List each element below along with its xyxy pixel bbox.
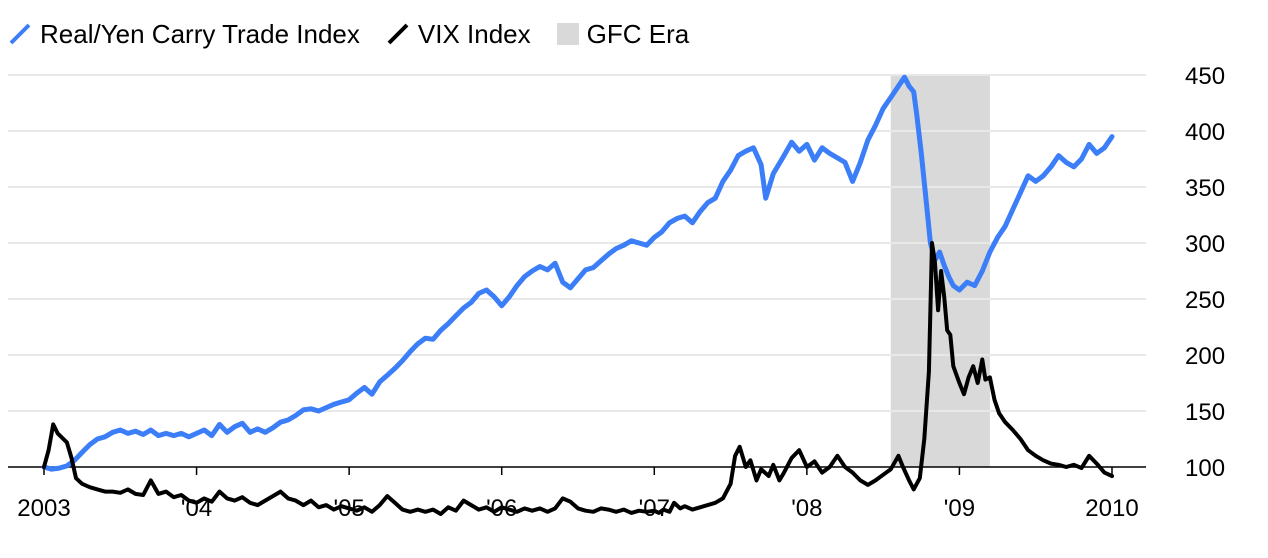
legend-box-swatch-gray xyxy=(556,23,579,45)
x-tick-label: '09 xyxy=(944,495,975,522)
x-tick-label: '06 xyxy=(486,495,517,522)
y-tick-label: 350 xyxy=(1185,175,1225,202)
y-tick-label: 400 xyxy=(1185,119,1225,146)
x-tick-label: 2010 xyxy=(1085,495,1138,522)
y-tick-label: 250 xyxy=(1185,287,1225,314)
x-tick-labels: 2003 '04 '05 '06 '07 '08 '09 2010 xyxy=(17,467,1139,522)
x-tick-label: '08 xyxy=(791,495,822,522)
legend-line-swatch-blue xyxy=(9,23,31,45)
x-tick-label: '04 xyxy=(181,495,212,522)
legend-label-carry-index: Real/Yen Carry Trade Index xyxy=(40,19,360,49)
x-tick-label: '07 xyxy=(639,495,670,522)
series-line-carry-trade-index xyxy=(41,74,1115,472)
x-tick-label: 2003 xyxy=(17,495,70,522)
x-tick-label: '05 xyxy=(334,495,365,522)
legend-line-swatch-black xyxy=(387,23,409,45)
legend-label-gfc: GFC Era xyxy=(586,19,690,49)
y-tick-labels: 450 400 350 300 250 200 150 100 xyxy=(1185,63,1225,482)
y-tick-label: 300 xyxy=(1185,231,1225,258)
gridline-layer xyxy=(8,74,1146,468)
y-tick-label: 150 xyxy=(1185,399,1225,426)
y-tick-label: 450 xyxy=(1185,63,1225,90)
legend-label-vix: VIX Index xyxy=(417,19,531,49)
series-layer xyxy=(41,74,1115,516)
y-tick-label: 200 xyxy=(1185,343,1225,370)
chart-legend: Real/Yen Carry Trade Index VIX Index GFC… xyxy=(8,14,689,54)
y-tick-label: 100 xyxy=(1185,455,1225,482)
legend-item-gfc: GFC Era xyxy=(556,19,690,49)
series-line-vix-index xyxy=(42,241,1114,516)
legend-item-vix: VIX Index xyxy=(386,21,531,47)
legend-item-carry-index: Real/Yen Carry Trade Index xyxy=(8,21,360,47)
